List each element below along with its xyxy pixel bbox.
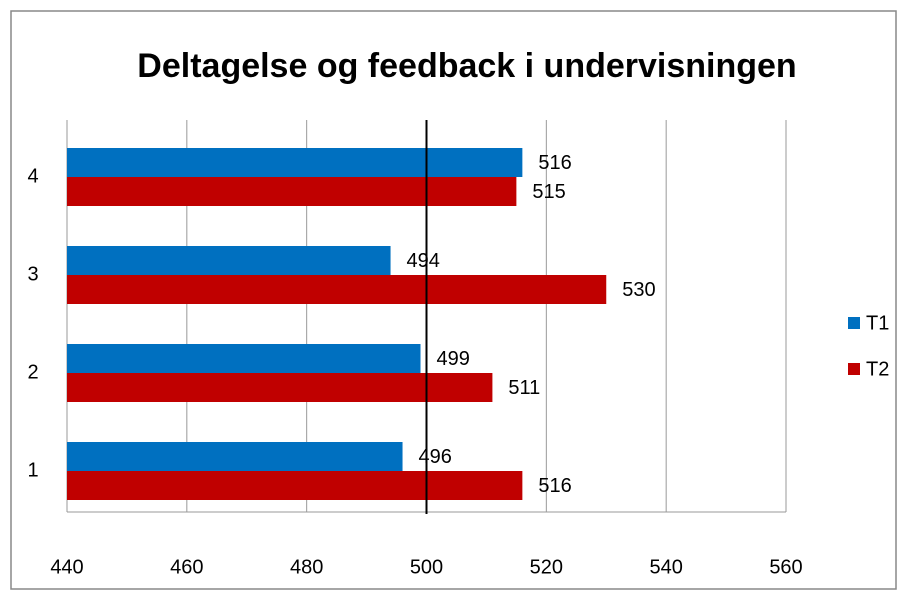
legend-label: T2 xyxy=(866,358,889,380)
bar xyxy=(67,275,607,304)
data-label: 496 xyxy=(419,446,452,468)
x-tick-label: 440 xyxy=(50,556,83,578)
data-label: 515 xyxy=(532,181,565,203)
y-tick-label: 3 xyxy=(27,263,38,285)
y-tick-label: 1 xyxy=(27,459,38,481)
bar xyxy=(67,246,391,275)
y-tick-label: 2 xyxy=(27,361,38,383)
legend-label: T1 xyxy=(866,312,889,334)
data-label: 516 xyxy=(538,152,571,174)
legend-swatch xyxy=(848,363,860,375)
bar xyxy=(67,373,493,402)
bar xyxy=(67,344,421,373)
x-tick-label: 560 xyxy=(769,556,802,578)
data-label: 494 xyxy=(407,250,440,272)
x-tick-label: 500 xyxy=(410,556,443,578)
x-tick-label: 540 xyxy=(649,556,682,578)
data-label: 530 xyxy=(622,279,655,301)
y-tick-label: 4 xyxy=(27,165,38,187)
data-label: 511 xyxy=(508,377,540,399)
legend-swatch xyxy=(848,317,860,329)
data-label: 516 xyxy=(538,475,571,497)
data-label: 499 xyxy=(437,348,470,370)
x-tick-label: 480 xyxy=(290,556,323,578)
x-tick-label: 520 xyxy=(530,556,563,578)
bar xyxy=(67,442,403,471)
bar xyxy=(67,177,517,206)
x-tick-label: 460 xyxy=(170,556,203,578)
chart-title: Deltagelse og feedback i undervisningen xyxy=(137,47,796,85)
bar xyxy=(67,471,523,500)
bar xyxy=(67,148,523,177)
